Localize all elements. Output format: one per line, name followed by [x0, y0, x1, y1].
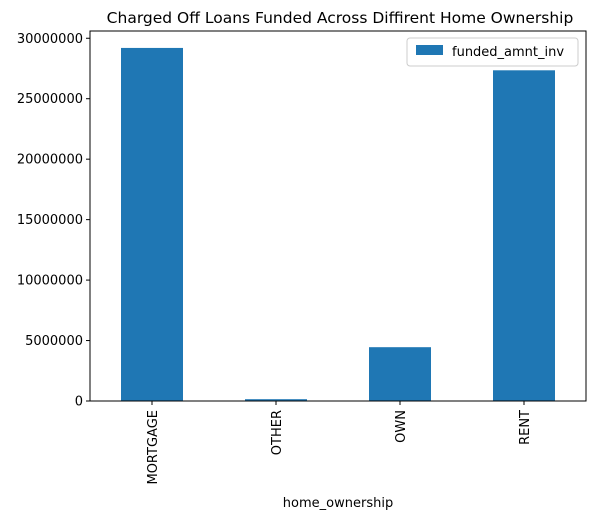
y-tick-label: 15000000	[17, 213, 83, 228]
plot-area-frame	[89, 30, 587, 402]
legend-swatch	[416, 45, 443, 55]
y-tick-label: 10000000	[17, 274, 83, 289]
x-axis: MORTGAGE OTHER OWN RENT	[146, 401, 533, 485]
chart-title: Charged Off Loans Funded Across Diffiren…	[107, 9, 574, 27]
x-axis-label: home_ownership	[283, 496, 393, 511]
bar-rent	[493, 70, 555, 402]
bar-own	[369, 347, 431, 401]
y-tick-label: 30000000	[17, 32, 83, 47]
legend-label: funded_amnt_inv	[452, 45, 564, 60]
y-tick-label: 25000000	[17, 92, 83, 107]
legend: funded_amnt_inv	[406, 37, 579, 67]
bar-other	[245, 399, 307, 401]
x-tick-label: OTHER	[270, 410, 285, 455]
y-axis: 0 5000000 10000000 15000000 20000000 25000000…	[17, 32, 90, 410]
x-tick-label: RENT	[518, 410, 533, 445]
y-tick-label: 5000000	[25, 334, 83, 349]
bar-mortgage	[121, 47, 183, 402]
x-tick-label: MORTGAGE	[146, 410, 161, 485]
legend-box	[406, 37, 579, 67]
y-tick-label: 20000000	[17, 153, 83, 168]
y-tick-label: 0	[75, 395, 83, 410]
x-tick-label: OWN	[394, 410, 409, 443]
bars-layer	[121, 47, 555, 402]
